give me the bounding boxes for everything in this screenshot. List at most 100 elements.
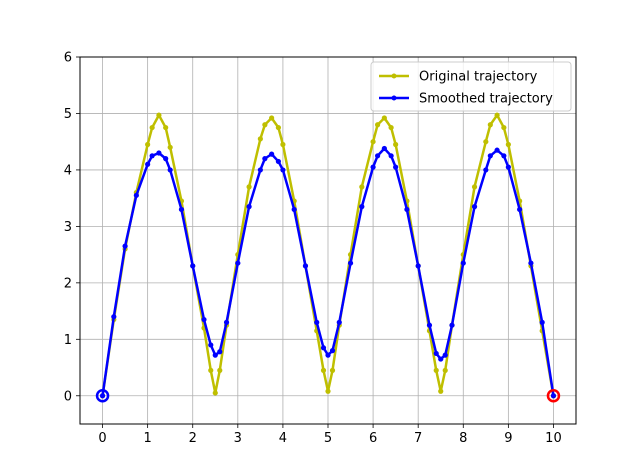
data-point-smoothed [381, 145, 387, 152]
data-point-original [393, 141, 399, 148]
data-point-original [212, 390, 218, 396]
data-point-smoothed [471, 204, 478, 210]
data-point-smoothed [483, 167, 489, 173]
data-point-smoothed [370, 164, 376, 170]
data-point-smoothed [163, 156, 169, 162]
data-point-original [487, 122, 493, 128]
data-point-original [269, 115, 275, 121]
data-point-smoothed [223, 319, 230, 325]
data-point-smoothed [111, 314, 117, 320]
x-tick-label: 9 [504, 431, 512, 446]
data-point-original [442, 367, 448, 373]
data-point-smoothed [302, 263, 309, 269]
data-point-smoothed [190, 263, 196, 269]
data-point-smoothed [517, 206, 523, 213]
data-point-original [471, 184, 478, 190]
data-point-smoothed [156, 150, 162, 156]
data-point-smoothed [426, 322, 433, 328]
x-tick-label: 8 [459, 431, 467, 446]
data-point-smoothed [133, 192, 139, 198]
x-tick-label: 0 [98, 431, 106, 446]
data-point-original [167, 144, 173, 150]
data-point-original [329, 367, 336, 373]
data-point-original [433, 367, 439, 373]
data-point-smoothed [269, 151, 275, 157]
x-tick-label: 6 [369, 431, 377, 446]
data-point-smoothed [314, 319, 320, 325]
data-point-smoothed [388, 153, 394, 159]
legend-marker-original [391, 73, 397, 79]
data-point-original [280, 141, 286, 148]
data-point-smoothed [442, 352, 448, 358]
data-point-original [208, 367, 214, 373]
legend: Original trajectory Smoothed trajectory [370, 61, 572, 112]
data-point-original [257, 136, 263, 142]
data-point-smoothed [320, 345, 327, 351]
data-point-smoothed [505, 164, 511, 170]
data-point-smoothed [262, 156, 268, 162]
data-point-smoothed [393, 164, 399, 170]
data-point-smoothed [122, 243, 128, 249]
data-point-smoothed [375, 153, 381, 159]
y-tick-label: 4 [64, 163, 72, 178]
data-point-smoothed [212, 352, 218, 358]
y-tick-label: 5 [64, 107, 72, 122]
data-point-original [217, 367, 223, 373]
endpoint-markers [95, 389, 561, 403]
end-point-marker [546, 389, 561, 403]
data-point-smoothed [291, 206, 297, 213]
data-point-original [156, 112, 162, 118]
data-point-smoothed [404, 206, 410, 213]
data-point-smoothed [550, 393, 557, 399]
legend-entry-smoothed: Smoothed trajectory [379, 92, 553, 107]
data-point-smoothed [336, 319, 342, 325]
x-tick-label: 3 [234, 431, 242, 446]
axis-ticks: 0 1 2 3 4 5 6 7 8 9 10 0 1 2 3 4 5 6 [64, 51, 562, 447]
data-point-smoothed [208, 342, 214, 348]
series-group [99, 112, 557, 399]
y-tick-label: 2 [64, 276, 72, 291]
y-tick-label: 3 [64, 220, 72, 235]
data-point-smoothed [415, 263, 421, 269]
y-tick-label: 0 [64, 389, 72, 404]
data-point-original [149, 124, 155, 131]
data-point-original [483, 139, 489, 145]
data-point-original [388, 124, 394, 131]
legend-box [370, 61, 572, 112]
data-point-smoothed [275, 158, 281, 165]
data-point-smoothed [329, 348, 336, 354]
y-tick-label: 1 [64, 333, 72, 348]
data-point-smoothed [460, 260, 466, 266]
y-tick-label: 6 [64, 51, 72, 66]
x-tick-label: 2 [189, 431, 197, 446]
data-point-smoothed [178, 206, 185, 213]
data-point-original [370, 139, 376, 145]
data-point-original [494, 112, 500, 118]
legend-marker-smoothed [391, 95, 397, 101]
data-point-smoothed [257, 167, 263, 173]
legend-label-smoothed: Smoothed trajectory [419, 92, 553, 107]
data-point-smoothed [217, 349, 223, 355]
data-point-smoothed [501, 153, 507, 159]
data-point-smoothed [246, 204, 252, 210]
data-point-smoothed [528, 260, 534, 266]
data-point-original [359, 184, 365, 190]
data-point-smoothed [235, 260, 241, 266]
data-point-smoothed [99, 393, 106, 399]
data-point-smoothed [449, 322, 455, 328]
data-point-original [438, 388, 444, 394]
data-point-original [505, 141, 511, 148]
data-point-smoothed [280, 167, 286, 173]
data-point-original [325, 388, 331, 394]
data-point-original [163, 124, 169, 131]
data-point-original [501, 124, 507, 131]
x-tick-label: 1 [143, 431, 151, 446]
data-point-smoothed [325, 352, 331, 358]
data-point-smoothed [438, 356, 444, 362]
data-point-original [375, 122, 381, 128]
legend-label-original: Original trajectory [419, 70, 538, 85]
start-point-marker [95, 389, 110, 403]
series-smoothed [99, 145, 557, 399]
